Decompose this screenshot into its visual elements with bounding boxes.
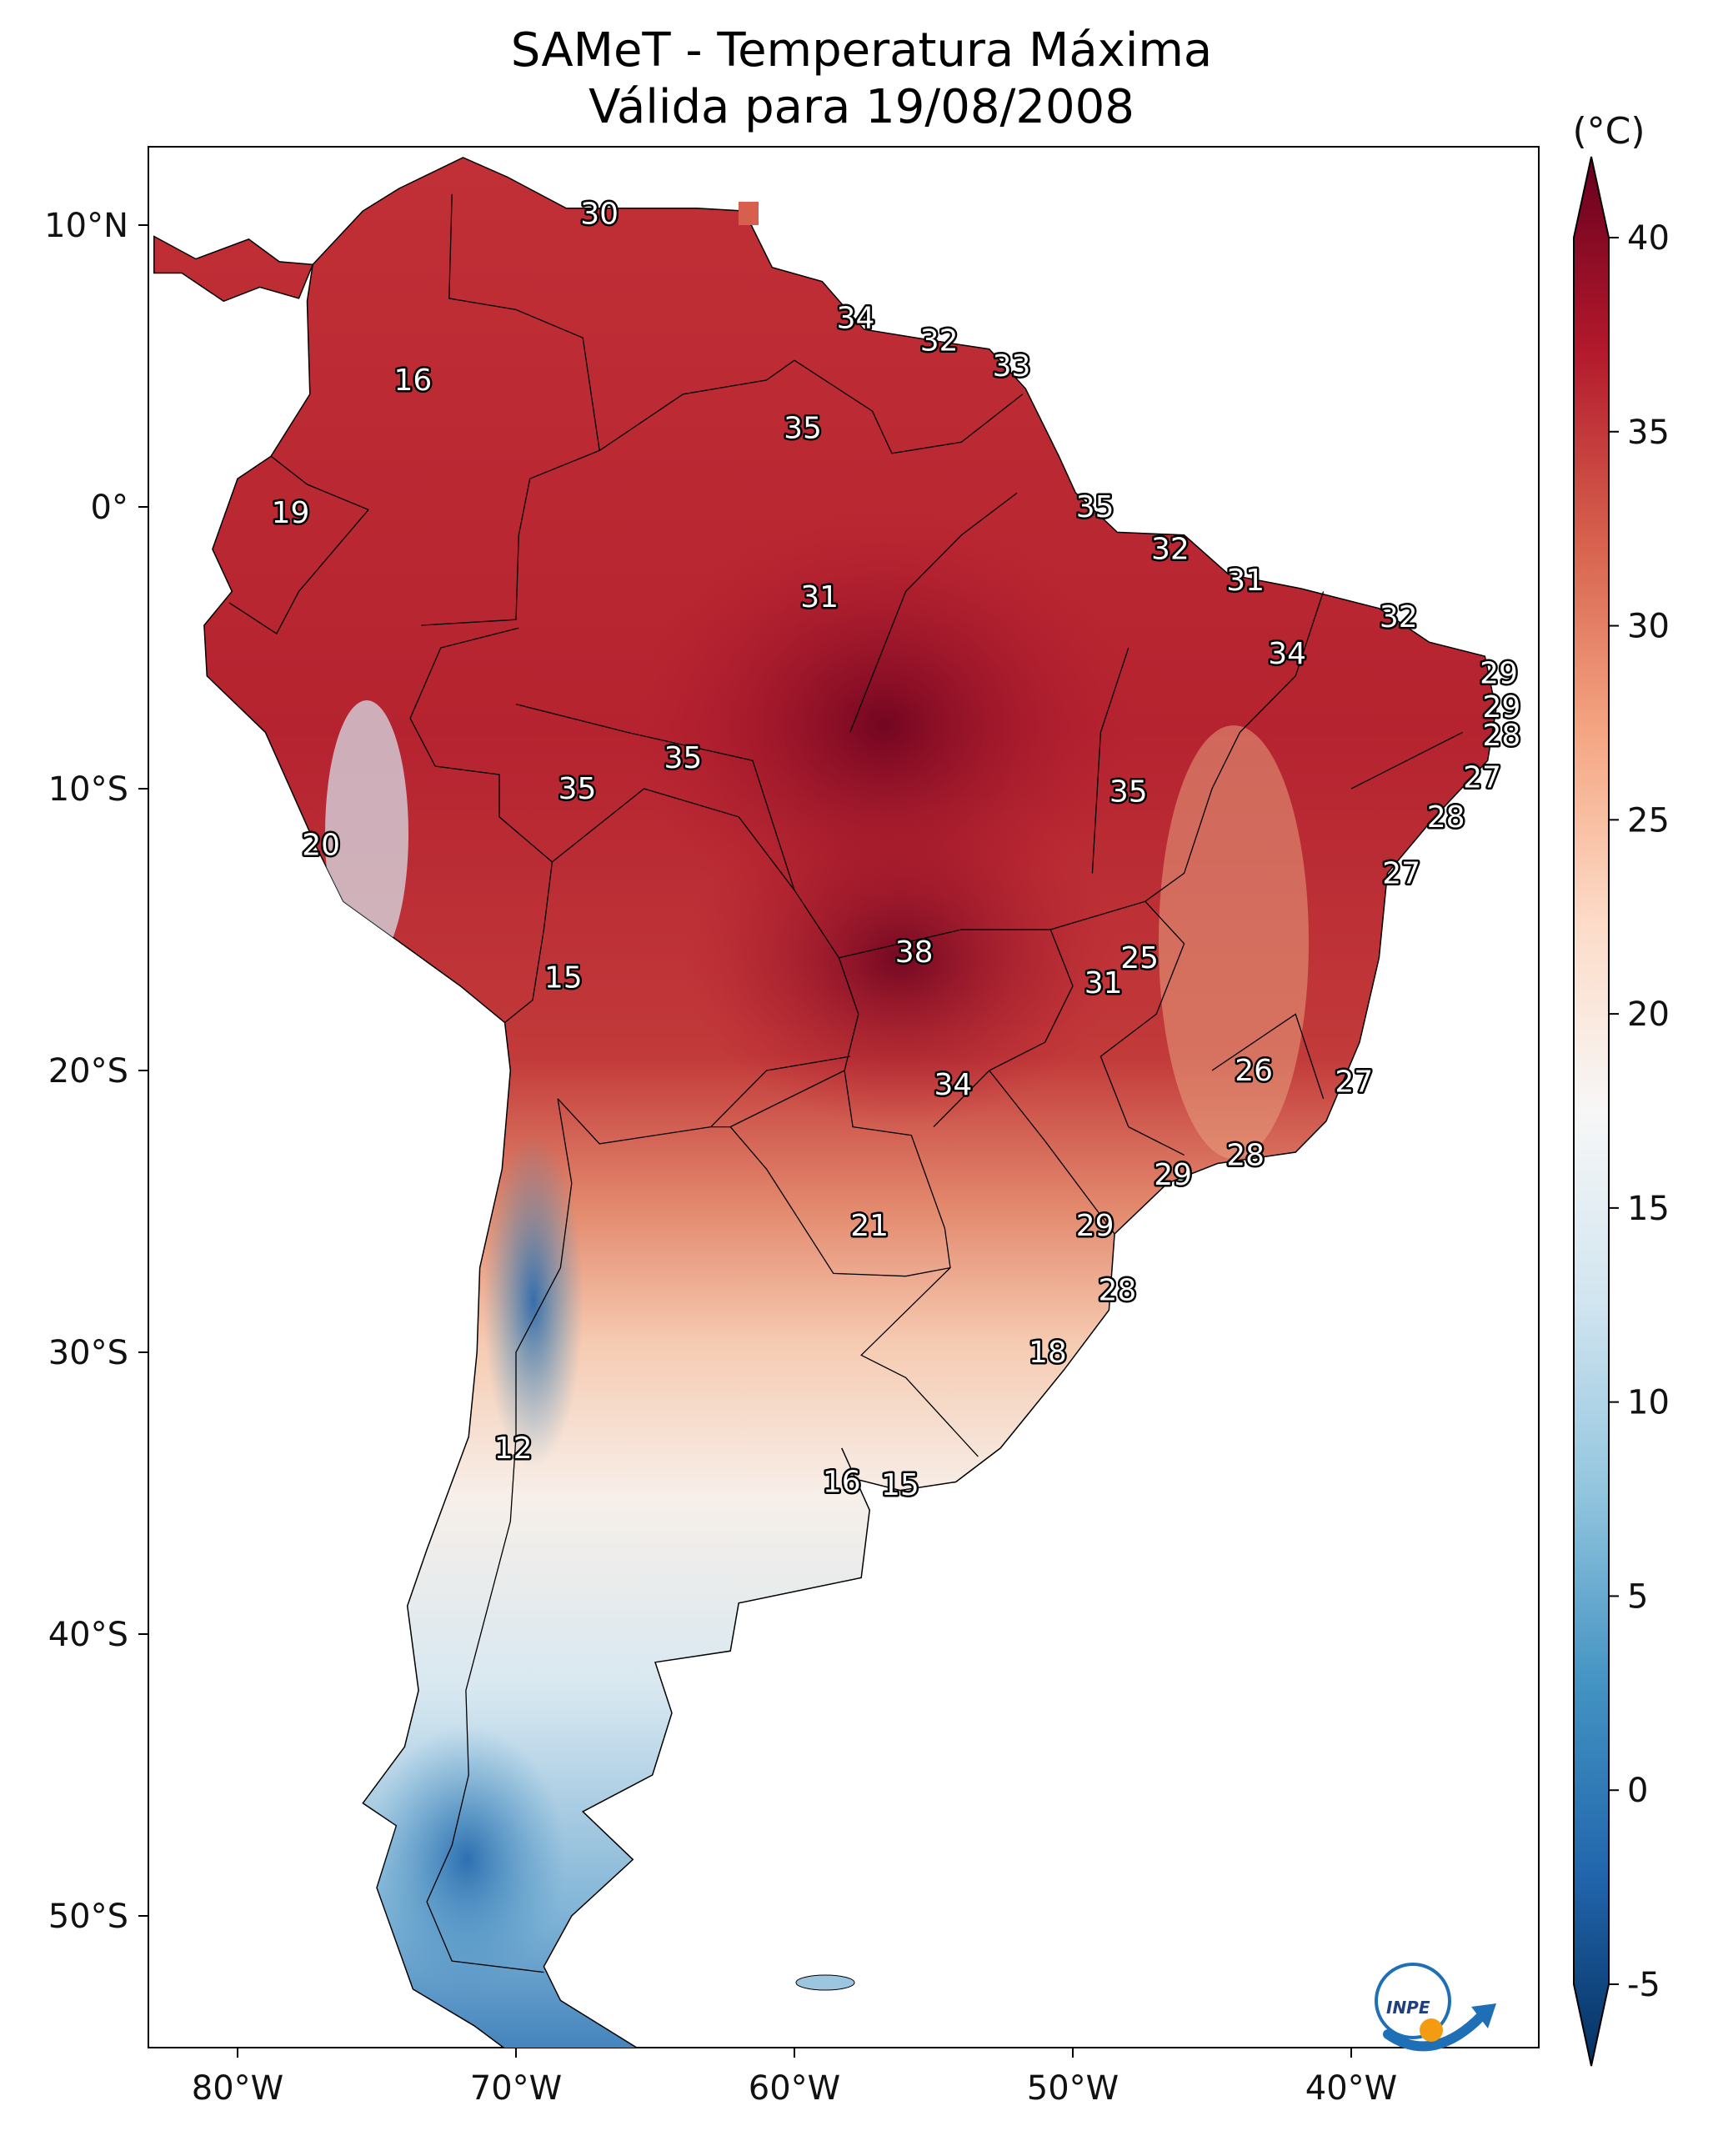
lat-tick-label: 10°S [48,770,128,809]
temperature-label: 26 [1235,1054,1273,1088]
lon-tick-label: 70°W [470,2069,562,2108]
temperature-label: 21 [850,1209,889,1243]
temperature-label: 20 [302,829,340,863]
temperature-label: 32 [1380,600,1418,634]
colorbar-tick-label: 30 [1627,608,1670,646]
temperature-label: 12 [494,1431,533,1466]
temperature-label: 27 [1463,761,1501,795]
temperature-label: 16 [393,364,432,398]
logo-arrow-icon [1471,2003,1496,2028]
lat-tick-label: 20°S [48,1052,128,1091]
temperature-label: 28 [1226,1138,1265,1172]
temperature-label: 31 [1226,564,1265,598]
temperature-label: 35 [664,741,702,775]
temperature-label: 28 [1098,1274,1136,1308]
lon-tick-label: 60°W [749,2069,840,2108]
lat-tick-label: 30°S [48,1334,128,1372]
temperature-label: 29 [1480,656,1518,690]
colorbar-tick-label: 0 [1627,1772,1648,1810]
colorbar-scale [1573,156,1610,2067]
temperature-label: 35 [1076,490,1114,524]
temperature-label: 15 [544,961,583,995]
colorbar-tick-label: 20 [1627,995,1670,1034]
temperature-label: 16 [823,1466,861,1500]
temperature-label: 32 [1151,533,1190,567]
logo-ring-icon [1375,1963,1451,2039]
temperature-label: 34 [837,302,875,336]
colorbar-unit: (°C) [1572,110,1645,153]
falkland-islands [795,1974,855,1991]
trinidad-island [739,202,759,225]
temperature-label: 28 [1427,800,1465,835]
hot-spot-mato-grosso [684,792,1117,1126]
temperature-label: 27 [1335,1065,1373,1100]
map-title: SAMeT - Temperatura Máxima [510,23,1213,78]
colorbar-tick-label: 35 [1627,414,1670,452]
colorbar-tick-label: -5 [1627,1966,1660,2004]
colorbar-tick-label: 10 [1627,1384,1670,1422]
temperature-label: 28 [1482,719,1520,753]
temperature-label: 34 [1268,637,1306,671]
cool-andes-peru [325,700,408,967]
temperature-label: 15 [881,1468,919,1502]
temperature-label: 35 [784,411,822,445]
temperature-label: 35 [1109,775,1148,809]
cold-andes-central [483,1134,584,1467]
country-state-borders [228,193,1463,1973]
lat-tick-label: 50°S [48,1898,128,1936]
cold-patagonia [367,1726,567,1993]
temperature-label: 30 [580,198,619,232]
colorbar-tick-label: 15 [1627,1190,1670,1228]
temperature-label: 25 [1120,941,1159,975]
map-subtitle: Válida para 19/08/2008 [589,80,1134,134]
temperature-label: 18 [1029,1336,1067,1370]
logo-sun-icon [1420,2018,1443,2042]
temperature-label: 32 [920,324,959,358]
temperature-label: 29 [1154,1158,1192,1192]
colorbar-tick-label: 5 [1627,1577,1648,1616]
lon-tick-label: 40°W [1305,2069,1397,2108]
logo-text: INPE [1386,1998,1430,2018]
temperature-label: 27 [1382,856,1420,890]
colorbar-ticks: 40 35 30 25 20 15 10 5 0 -5 [1609,219,1670,2004]
warm-east-brazil [1159,725,1309,1159]
temperature-label: 31 [1084,966,1123,1000]
lon-tick-label: 50°W [1027,2069,1119,2108]
colorbar: (°C) 40 35 30 25 20 15 10 5 0 -5 [1572,110,1670,2067]
temperature-label: 38 [895,935,934,970]
temperature-label: 29 [1076,1209,1114,1243]
islands [739,202,855,1991]
lat-tick-label: 40°S [48,1616,128,1654]
colorbar-tick-label: 40 [1627,219,1670,258]
temperature-label: 34 [934,1068,972,1102]
temperature-label: 19 [272,496,310,530]
logo-swoosh-icon [1383,2008,1489,2052]
lat-tick-label: 0° [91,489,128,527]
lat-tick-label: 10°N [44,207,128,245]
inpe-logo: INPE [1375,1963,1496,2052]
temperature-label: 35 [558,772,597,806]
temperature-label: 31 [800,580,839,614]
colorbar-tick-label: 25 [1627,801,1670,840]
land-temperature-field [153,157,1497,2048]
map-axes: 80°W 70°W 60°W 50°W 40°W 10°N 0° 10°S 20°S 30°S 40… [44,207,1397,2108]
temperature-label: 29 [1482,690,1520,725]
lon-tick-label: 80°W [192,2069,283,2108]
temperature-label: 33 [993,349,1031,384]
